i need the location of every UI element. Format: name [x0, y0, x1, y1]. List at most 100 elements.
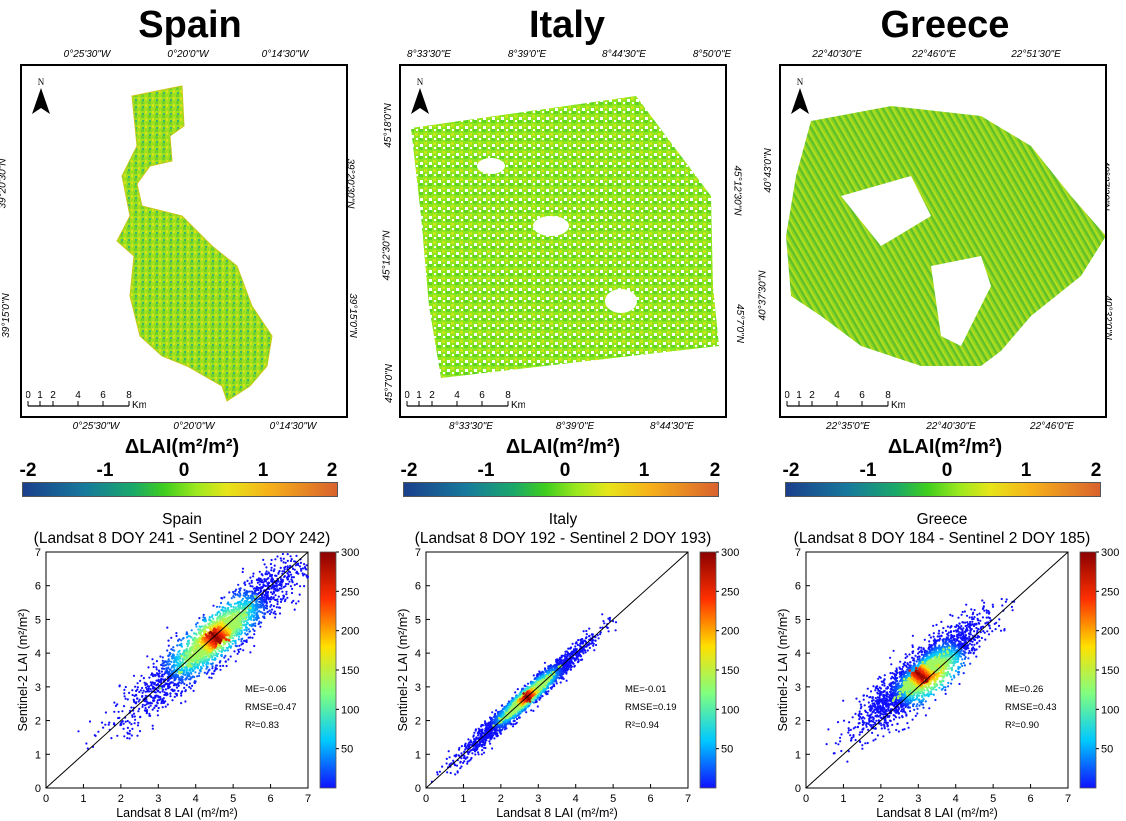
data-point — [238, 587, 241, 590]
data-point — [269, 605, 272, 608]
colorbar-tick-label: 250 — [341, 586, 359, 598]
x-tick-label: 2 — [118, 793, 124, 805]
data-point — [235, 588, 238, 591]
data-point — [197, 643, 200, 647]
data-point — [157, 672, 160, 675]
data-point — [177, 655, 180, 658]
data-point — [191, 684, 194, 687]
data-point — [202, 649, 206, 652]
data-point — [241, 570, 244, 574]
data-point — [224, 607, 227, 610]
data-point — [146, 685, 149, 688]
data-point — [292, 599, 295, 602]
data-point — [238, 644, 241, 647]
data-point — [128, 729, 131, 732]
data-point — [229, 625, 233, 629]
data-point — [183, 682, 186, 685]
data-point — [233, 625, 236, 629]
data-point — [126, 737, 129, 740]
data-point — [227, 638, 231, 642]
data-point — [244, 617, 247, 621]
data-point — [243, 595, 246, 598]
data-point — [237, 650, 240, 653]
data-point — [305, 564, 308, 567]
data-point — [183, 654, 186, 657]
scatter-title: Spain (Landsat 8 DOY 241 - Sentinel 2 DO… — [0, 510, 372, 548]
data-point — [247, 628, 250, 631]
data-point — [211, 645, 215, 648]
data-point — [194, 637, 197, 640]
data-point — [172, 673, 175, 676]
data-point — [246, 622, 249, 625]
data-point — [281, 552, 284, 556]
data-point — [241, 642, 244, 645]
map-bottom-tick: 8°44'30"E — [650, 421, 694, 432]
data-point — [180, 694, 183, 697]
data-point — [175, 632, 178, 635]
map-left-tick: 39°20'30"N — [0, 158, 9, 209]
map-bottom-tick: 22°46'0"E — [1030, 421, 1074, 432]
data-point — [449, 771, 452, 775]
data-point — [215, 642, 218, 645]
map-bottom-tick: 0°14'30"W — [269, 421, 317, 432]
data-point — [216, 646, 219, 650]
data-point — [233, 602, 236, 605]
data-point — [153, 681, 156, 685]
data-point — [170, 660, 173, 663]
x-axis-label: Landsat 8 LAI (m²/m²) — [116, 806, 238, 820]
data-point — [198, 625, 201, 628]
data-point — [200, 629, 203, 632]
data-point — [243, 639, 246, 642]
data-point — [250, 581, 253, 584]
data-point — [179, 644, 182, 647]
data-point — [258, 620, 261, 623]
data-point — [249, 596, 252, 599]
data-point — [588, 642, 591, 645]
data-point — [151, 727, 154, 730]
scatter-title-line: (Landsat 8 DOY 184 - Sentinel 2 DOY 185) — [793, 530, 1091, 547]
data-point — [267, 584, 270, 587]
data-point — [159, 655, 162, 658]
data-point — [263, 584, 266, 587]
data-point — [297, 563, 300, 567]
data-point — [248, 612, 251, 615]
data-point — [144, 690, 147, 693]
data-point — [209, 620, 213, 623]
data-point — [190, 663, 193, 666]
map-top-tick: 0°25'30"W — [63, 49, 111, 60]
data-point — [229, 603, 232, 606]
data-point — [249, 651, 252, 654]
data-point — [579, 655, 583, 658]
data-point — [289, 559, 293, 563]
data-point — [569, 655, 572, 658]
data-point — [183, 656, 186, 659]
data-point — [141, 703, 144, 706]
data-point — [215, 617, 218, 620]
data-point — [211, 667, 214, 670]
data-point — [144, 707, 147, 710]
data-point — [161, 699, 164, 702]
data-point — [272, 605, 275, 608]
data-point — [268, 575, 272, 578]
data-point — [145, 709, 149, 712]
data-point — [460, 752, 463, 755]
data-point — [257, 598, 260, 601]
data-point — [153, 673, 157, 676]
map-bottom-tick: 8°39'0"E — [555, 421, 595, 432]
scale-unit: Km — [891, 400, 905, 410]
y-axis-label: Sentinel-2 LAI (m²/m²) — [16, 609, 30, 732]
data-point — [134, 718, 137, 721]
data-point — [482, 746, 485, 749]
data-point — [228, 611, 231, 614]
data-point — [155, 660, 158, 663]
data-point — [158, 680, 161, 684]
colorbar-tick: -1 — [477, 460, 495, 481]
data-point — [299, 585, 302, 588]
data-point — [136, 734, 139, 737]
data-point — [252, 587, 255, 590]
data-point — [464, 742, 467, 745]
data-point — [219, 612, 222, 615]
data-point — [456, 771, 459, 774]
data-point — [253, 629, 256, 632]
data-point — [214, 657, 217, 660]
